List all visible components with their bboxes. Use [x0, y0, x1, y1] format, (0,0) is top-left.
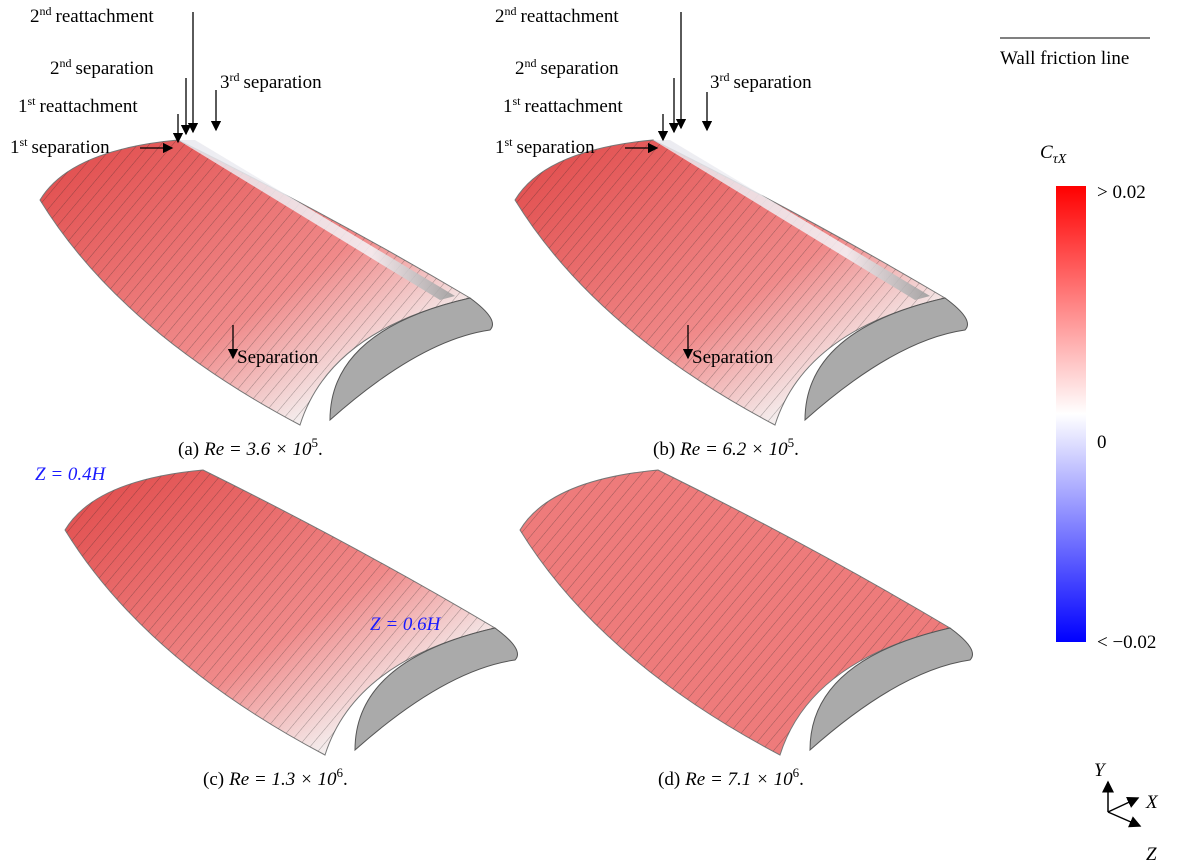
caption-formula: Re = 1.3 × 10	[228, 769, 337, 790]
annotation: Separation	[692, 347, 774, 368]
annotation-ordinal: 1	[503, 96, 513, 117]
annotation-ordinal-suffix: rd	[720, 70, 730, 84]
annotation-ordinal-suffix: nd	[505, 4, 517, 18]
caption-formula: Re = 7.1 × 10	[684, 769, 793, 790]
annotation-ordinal: 2	[30, 6, 40, 27]
annotation-text: separation	[244, 72, 323, 93]
annotation: 3rd separation	[220, 70, 322, 93]
annotation-ordinal: 1	[495, 137, 505, 158]
annotation-text: separation	[517, 137, 596, 158]
annotation-text: separation	[734, 72, 813, 93]
annotation-ordinal-suffix: nd	[40, 4, 52, 18]
annotation-ordinal-suffix: nd	[60, 56, 72, 70]
caption-label: (a)	[178, 439, 199, 460]
caption: (b)Re = 6.2 × 105.	[653, 435, 799, 460]
annotation-text: reattachment	[521, 6, 620, 27]
colorbar-label: 0	[1097, 432, 1107, 453]
caption: (c)Re = 1.3 × 106.	[203, 765, 348, 790]
z-label: Z = 0.4H	[35, 464, 107, 485]
annotation-ordinal: 1	[18, 96, 28, 117]
annotation: 2nd separation	[50, 56, 154, 79]
annotation: 3rd separation	[710, 70, 812, 93]
caption: (a)Re = 3.6 × 105.	[178, 435, 323, 460]
annotation-ordinal: 3	[710, 72, 720, 93]
annotation-ordinal-suffix: st	[505, 135, 514, 149]
axis-label: Z	[1146, 844, 1157, 865]
axis-triad: Y X Z	[1094, 760, 1159, 865]
caption-label: (d)	[658, 769, 680, 790]
colorbar-title: CτX	[1040, 142, 1067, 167]
caption-formula: Re = 3.6 × 10	[203, 439, 312, 460]
caption-formula: Re = 6.2 × 10	[679, 439, 788, 460]
annotation-ordinal-suffix: st	[28, 94, 37, 108]
legend-label: Wall friction line	[1000, 48, 1129, 69]
annotation-text: reattachment	[56, 6, 155, 27]
colorbar-label: < −0.02	[1097, 632, 1156, 653]
annotation: 2nd reattachment	[30, 4, 154, 27]
annotation-text: Separation	[692, 347, 774, 368]
colorbar-label: > 0.02	[1097, 182, 1146, 203]
annotation-ordinal-suffix: st	[20, 135, 29, 149]
figure: (a)Re = 3.6 × 105.2ndreattachment2ndsepa…	[0, 0, 1195, 867]
axis-label: X	[1145, 792, 1159, 813]
caption-suffix: .	[318, 439, 323, 460]
annotation-text: reattachment	[40, 96, 139, 117]
annotation-text: separation	[541, 58, 620, 79]
z-label: Z = 0.6H	[370, 614, 442, 635]
annotation-ordinal-suffix: rd	[230, 70, 240, 84]
annotation-text: separation	[76, 58, 155, 79]
friction-lines	[65, 470, 495, 755]
colorbar-title-main: C	[1040, 142, 1053, 163]
axis-label: Y	[1094, 760, 1107, 781]
annotation-ordinal: 2	[515, 58, 525, 79]
annotation-ordinal: 2	[50, 58, 60, 79]
colorbar-title-sub: τX	[1053, 152, 1067, 167]
caption-suffix: .	[794, 439, 799, 460]
annotation: 2nd reattachment	[495, 4, 619, 27]
annotation-ordinal-suffix: nd	[525, 56, 537, 70]
annotation-text: separation	[32, 137, 111, 158]
caption-label: (c)	[203, 769, 224, 790]
colorbar	[1056, 186, 1086, 642]
friction-lines	[520, 470, 950, 755]
caption-label: (b)	[653, 439, 675, 460]
caption-suffix: .	[799, 769, 804, 790]
caption: (d)Re = 7.1 × 106.	[658, 765, 804, 790]
annotation-text: Separation	[237, 347, 319, 368]
annotation-text: reattachment	[525, 96, 624, 117]
annotation-ordinal-suffix: st	[513, 94, 522, 108]
annotation-ordinal: 3	[220, 72, 230, 93]
caption-suffix: .	[343, 769, 348, 790]
annotation-ordinal: 1	[10, 137, 20, 158]
annotation: 2nd separation	[515, 56, 619, 79]
annotation-ordinal: 2	[495, 6, 505, 27]
annotation: Separation	[237, 347, 319, 368]
